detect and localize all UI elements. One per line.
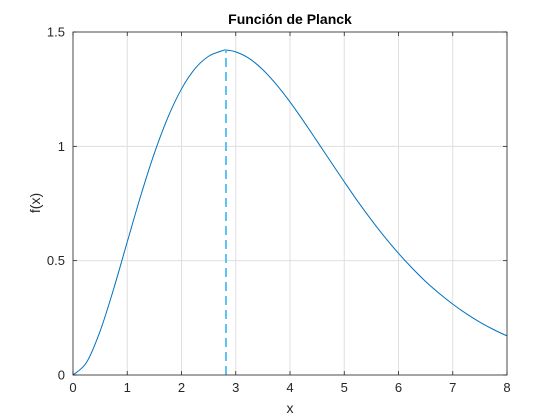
x-axis-label: x [287,400,294,416]
y-axis-label: f(x) [27,193,43,213]
x-tick-label: 2 [178,380,185,395]
x-tick-label: 4 [286,380,293,395]
x-tick-label: 1 [124,380,131,395]
x-tick-label: 8 [503,380,510,395]
y-tick-label: 1 [58,139,65,154]
x-tick-label: 7 [449,380,456,395]
x-tick-label: 0 [69,380,76,395]
x-tick-label: 5 [341,380,348,395]
x-tick-label: 3 [232,380,239,395]
series-group [72,49,508,376]
ticks: 0 1 2 3 4 5 6 7 8 0 0.5 1 1.5 [47,25,511,396]
planck-curve-line [72,49,508,376]
x-tick-label: 6 [395,380,402,395]
y-tick-label: 1.5 [47,25,65,40]
y-tick-label: 0 [58,368,65,383]
chart-title: Función de Planck [228,11,352,27]
y-tick-label: 0.5 [47,253,65,268]
